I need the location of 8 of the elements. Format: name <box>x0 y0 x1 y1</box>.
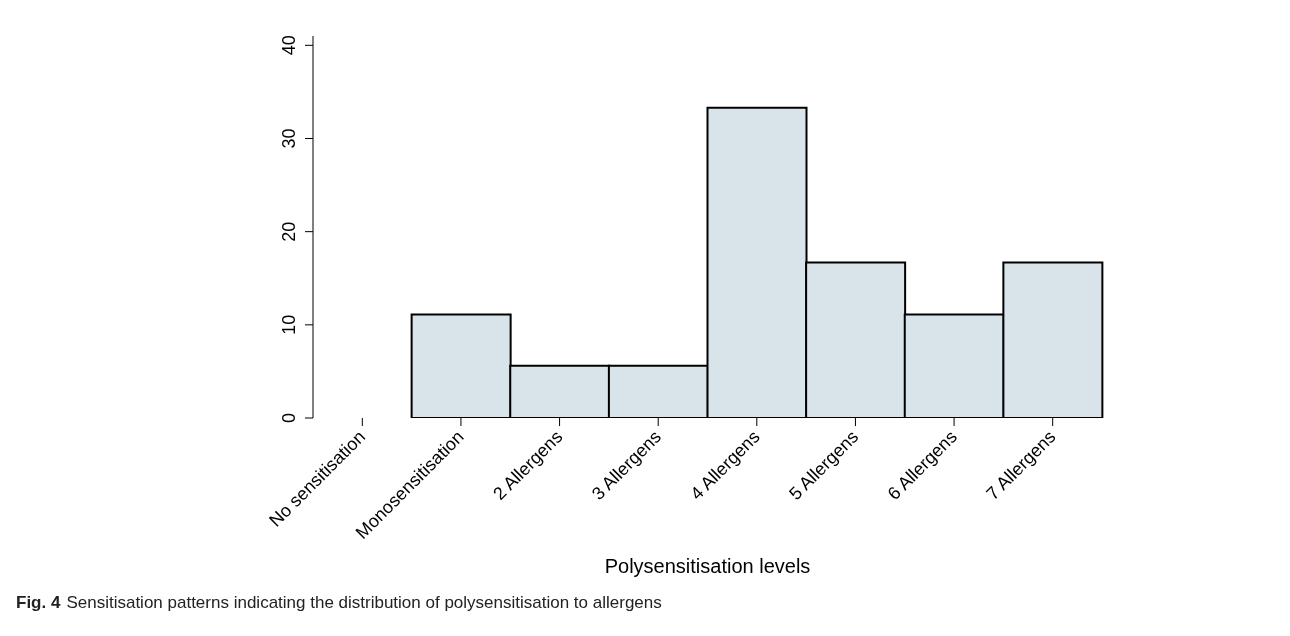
y-tick-label: 0 <box>279 412 299 424</box>
text: Sensitisation patterns indicating the distribution of polysensitisation to allergens <box>66 593 662 612</box>
y-tick-label: 40 <box>279 35 299 56</box>
y-tick-label: 10 <box>279 314 299 335</box>
x-axis-title: Polysensitisation levels <box>604 555 811 577</box>
y-tick-label: 20 <box>279 221 299 242</box>
y-tick-label: 30 <box>279 128 299 149</box>
caption: Fig. 4 <box>16 593 61 612</box>
